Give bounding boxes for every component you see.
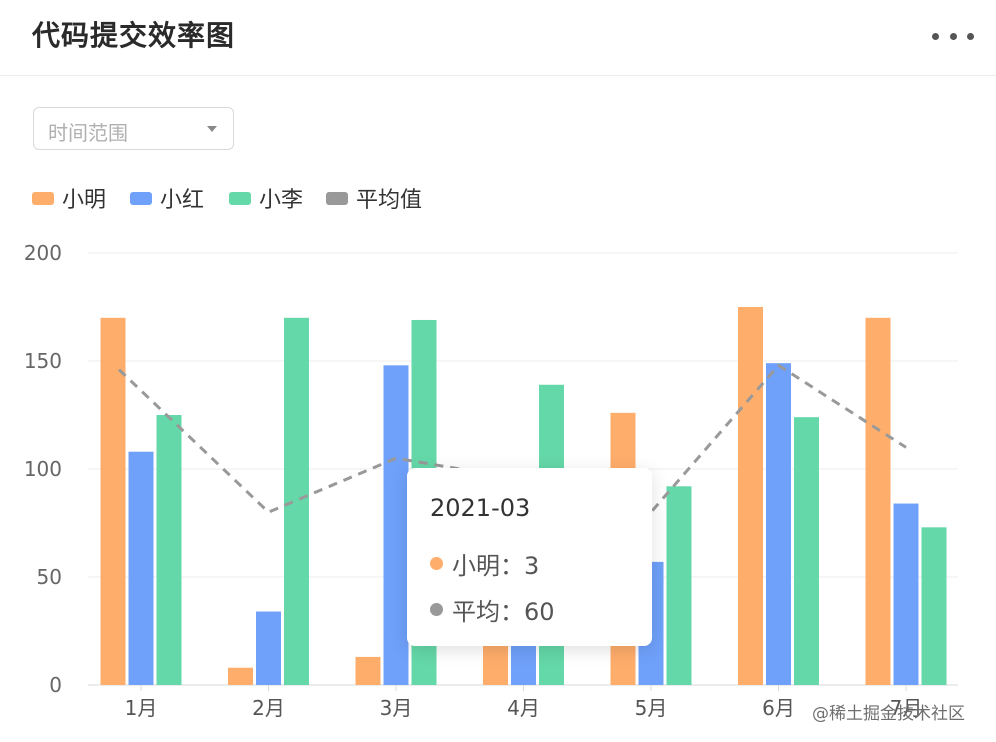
tooltip-row-label: 平均：60 (452, 598, 555, 626)
bar (156, 415, 182, 685)
legend-swatch-icon (130, 191, 152, 205)
x-tick-label: 1月 (125, 696, 158, 720)
bar (355, 656, 381, 685)
bar (738, 307, 763, 685)
bar (893, 503, 919, 685)
legend-item-xiaoming[interactable]: 小明 (32, 183, 106, 213)
time-range-select[interactable]: 时间范围 (33, 107, 234, 150)
x-tick-label: 4月 (507, 696, 540, 720)
legend-label: 小红 (160, 188, 205, 213)
tooltip-row: 小明：3 (430, 546, 539, 581)
bar (228, 667, 253, 685)
legend-item-xiaoli[interactable]: 小李 (229, 183, 303, 213)
tooltip-title: 2021-03 (430, 494, 531, 522)
tooltip-row: 平均：60 (430, 592, 555, 627)
bar (794, 417, 819, 685)
card-header: 代码提交效率图 (0, 0, 996, 76)
series-dot-icon (430, 557, 443, 570)
time-range-placeholder: 时间范围 (48, 121, 128, 145)
bar (128, 451, 154, 685)
chart-title: 代码提交效率图 (32, 19, 236, 52)
legend-swatch-icon (229, 191, 251, 205)
more-dot-icon (932, 32, 939, 40)
y-tick-label: 200 (24, 241, 62, 265)
more-options-button[interactable] (932, 24, 974, 48)
legend-swatch-icon (32, 191, 54, 205)
x-tick-label: 5月 (635, 696, 668, 720)
x-tick-label: 7月 (890, 696, 923, 720)
chevron-down-icon (207, 126, 217, 132)
bar (766, 363, 791, 685)
y-tick-label: 0 (49, 673, 62, 697)
y-tick-label: 50 (37, 565, 62, 589)
x-tick-label: 3月 (380, 696, 413, 720)
bar (256, 611, 281, 685)
bar (284, 317, 309, 685)
legend-item-xiaohong[interactable]: 小红 (130, 183, 204, 213)
series-dot-icon (430, 603, 443, 616)
bar (666, 486, 692, 685)
x-tick-label: 2月 (252, 696, 285, 720)
bar (100, 317, 126, 685)
legend-label: 小李 (259, 188, 304, 213)
more-dot-icon (949, 32, 957, 40)
legend-swatch-icon (326, 191, 348, 205)
chart-tooltip: 2021-03 小明：3 平均：60 (407, 468, 652, 646)
y-tick-label: 150 (24, 349, 62, 373)
y-tick-label: 100 (24, 457, 62, 481)
average-line (117, 363, 907, 514)
x-tick-label: 6月 (762, 696, 795, 720)
legend-item-average[interactable]: 平均值 (326, 183, 422, 213)
legend-label: 小明 (62, 188, 107, 213)
bar (921, 527, 947, 685)
bar (865, 317, 891, 685)
watermark: @稀土掘金技术社区 (812, 704, 965, 724)
bar (383, 365, 409, 685)
more-dot-icon (967, 32, 974, 40)
tooltip-row-label: 小明：3 (452, 552, 540, 580)
legend-label: 平均值 (356, 188, 423, 213)
